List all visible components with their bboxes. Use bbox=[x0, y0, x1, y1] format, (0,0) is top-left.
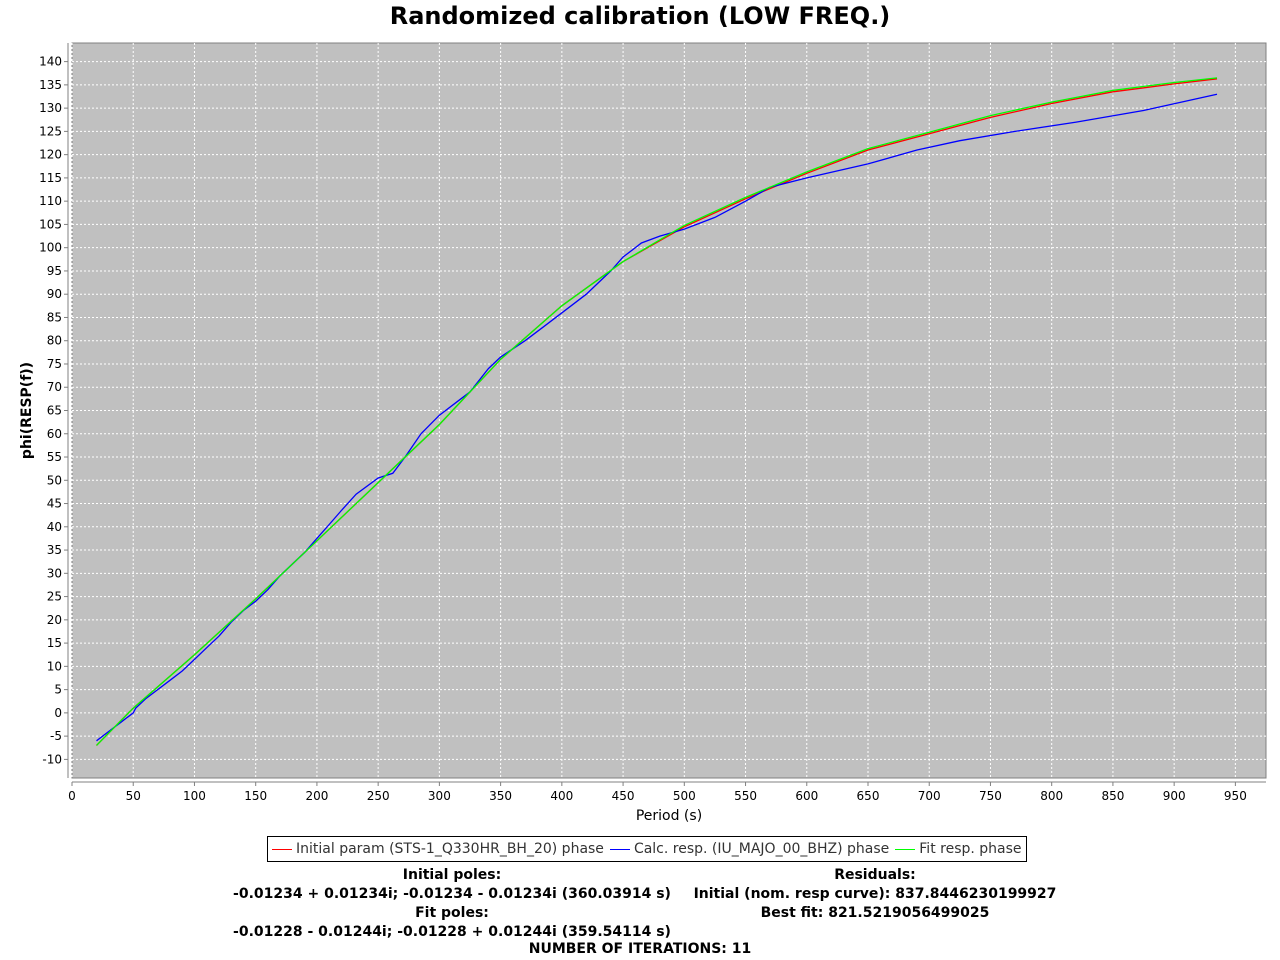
x-tick-label: 350 bbox=[489, 789, 512, 803]
legend-label: Initial param (STS-1_Q330HR_BH_20) phase bbox=[296, 841, 604, 857]
legend-entry-1: Initial param (STS-1_Q330HR_BH_20) phase bbox=[272, 841, 604, 857]
fit-poles-value: -0.01228 - 0.01244i; -0.01228 + 0.01244i… bbox=[233, 924, 671, 940]
legend-label: Calc. resp. (IU_MAJO_00_BHZ) phase bbox=[633, 841, 890, 857]
chart-legend: Initial param (STS-1_Q330HR_BH_20) phase… bbox=[267, 836, 1027, 862]
y-tick-label: 115 bbox=[39, 171, 62, 185]
x-tick-label: 800 bbox=[1040, 789, 1063, 803]
x-tick-label: 450 bbox=[612, 789, 635, 803]
initial-poles-value: -0.01234 + 0.01234i; -0.01234 - 0.01234i… bbox=[233, 886, 671, 902]
y-tick-label: 20 bbox=[47, 613, 62, 627]
y-tick-label: 130 bbox=[39, 101, 62, 115]
legend-entry-3: Fit resp. phase bbox=[895, 841, 1022, 857]
y-tick-label: 5 bbox=[54, 683, 62, 697]
y-tick-label: 65 bbox=[47, 404, 62, 418]
residuals-best-fit: Best fit: 821.5219056499025 bbox=[760, 905, 990, 921]
x-tick-label: 600 bbox=[795, 789, 818, 803]
y-tick-label: 135 bbox=[39, 78, 62, 92]
iterations-count: NUMBER OF ITERATIONS: 11 bbox=[528, 941, 752, 957]
legend-swatch bbox=[272, 848, 292, 850]
y-tick-label: 100 bbox=[39, 241, 62, 255]
chart-title: Randomized calibration (LOW FREQ.) bbox=[389, 2, 891, 30]
x-tick-label: 250 bbox=[367, 789, 390, 803]
series-line-2 bbox=[96, 93, 1218, 742]
y-tick-label: 125 bbox=[39, 124, 62, 138]
y-tick-label: 110 bbox=[39, 194, 62, 208]
legend-swatch bbox=[609, 848, 630, 850]
x-tick-label: 750 bbox=[979, 789, 1002, 803]
x-tick-label: 300 bbox=[428, 789, 451, 803]
y-axis-label: phi(RESP(f)) bbox=[19, 362, 35, 459]
x-axis-label: Period (s) bbox=[636, 808, 702, 824]
y-tick-label: 75 bbox=[47, 357, 62, 371]
x-tick-label: 500 bbox=[673, 789, 696, 803]
initial-poles-label: Initial poles: bbox=[402, 867, 502, 883]
y-tick-label: -10 bbox=[42, 752, 62, 766]
y-tick-label: 15 bbox=[47, 636, 62, 650]
y-tick-label: 120 bbox=[39, 148, 62, 162]
legend-swatch bbox=[895, 848, 916, 850]
y-tick-label: 90 bbox=[47, 287, 62, 301]
residuals-initial: Initial (nom. resp curve): 837.844623019… bbox=[693, 886, 1057, 902]
x-tick-label: 850 bbox=[1101, 789, 1124, 803]
x-tick-label: 950 bbox=[1224, 789, 1247, 803]
y-tick-label: 30 bbox=[47, 566, 62, 580]
legend-entry-2: Calc. resp. (IU_MAJO_00_BHZ) phase bbox=[609, 841, 890, 857]
x-tick-label: 50 bbox=[126, 789, 141, 803]
fit-poles-label: Fit poles: bbox=[415, 905, 489, 921]
x-tick-label: 900 bbox=[1163, 789, 1186, 803]
legend-label: Fit resp. phase bbox=[919, 841, 1022, 857]
series-line-3 bbox=[96, 77, 1218, 746]
y-tick-label: 0 bbox=[54, 706, 62, 720]
poles-info: Initial poles: -0.01234 + 0.01234i; -0.0… bbox=[200, 866, 704, 942]
x-tick-label: 200 bbox=[305, 789, 328, 803]
x-tick-label: 650 bbox=[857, 789, 880, 803]
y-tick-label: 40 bbox=[47, 520, 62, 534]
x-tick-label: 0 bbox=[68, 789, 76, 803]
x-tick-label: 100 bbox=[183, 789, 206, 803]
y-tick-label: 25 bbox=[47, 590, 62, 604]
x-tick-label: 400 bbox=[550, 789, 573, 803]
y-tick-label: 140 bbox=[39, 55, 62, 69]
y-tick-label: 105 bbox=[39, 217, 62, 231]
y-tick-label: -5 bbox=[50, 729, 62, 743]
y-tick-label: 95 bbox=[47, 264, 62, 278]
x-tick-label: 700 bbox=[918, 789, 941, 803]
residuals-info: Residuals: Initial (nom. resp curve): 83… bbox=[680, 866, 1070, 923]
y-tick-label: 85 bbox=[47, 310, 62, 324]
y-tick-label: 60 bbox=[47, 427, 62, 441]
x-tick-label: 150 bbox=[244, 789, 267, 803]
y-tick-label: 55 bbox=[47, 450, 62, 464]
y-tick-label: 80 bbox=[47, 334, 62, 348]
residuals-label: Residuals: bbox=[834, 867, 916, 883]
y-tick-label: 35 bbox=[47, 543, 62, 557]
y-tick-label: 10 bbox=[47, 659, 62, 673]
y-tick-label: 45 bbox=[47, 497, 62, 511]
y-tick-label: 50 bbox=[47, 473, 62, 487]
y-tick-label: 70 bbox=[47, 380, 62, 394]
x-tick-label: 550 bbox=[734, 789, 757, 803]
